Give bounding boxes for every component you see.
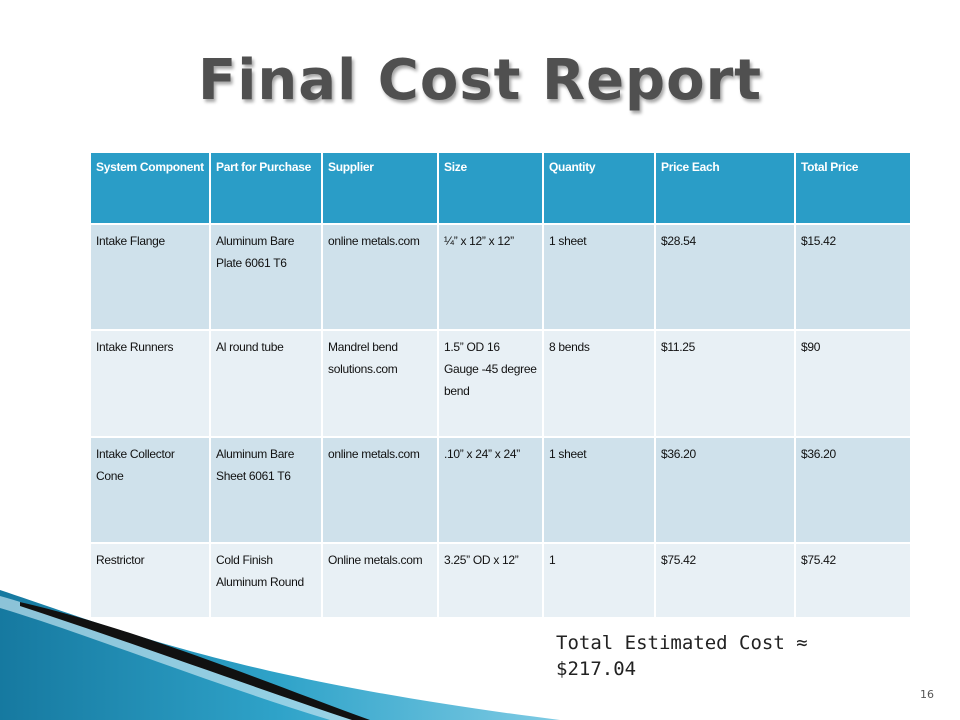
total-estimated-cost: Total Estimated Cost ≈ $217.04: [556, 630, 876, 682]
table-row: Restrictor Cold Finish Aluminum Round On…: [89, 541, 912, 620]
table-cell: $28.54: [654, 222, 796, 332]
table-cell: Intake Runners: [89, 329, 211, 438]
corner-swoosh-decoration: [0, 590, 560, 720]
header-supplier: Supplier: [321, 151, 439, 225]
header-system-component: System Component: [89, 151, 211, 225]
table-cell: $75.42: [794, 541, 912, 620]
page-number: 16: [920, 688, 934, 701]
header-price-each: Price Each: [654, 151, 796, 225]
table-cell: $36.20: [654, 435, 796, 544]
table-cell: 1 sheet: [542, 222, 656, 332]
header-total-price: Total Price: [794, 151, 912, 225]
table-cell: $36.20: [794, 435, 912, 544]
table-cell: $90: [794, 329, 912, 438]
table-row: Intake Collector Cone Aluminum Bare Shee…: [89, 435, 912, 544]
table-cell: Restrictor: [89, 541, 211, 620]
table-cell: Intake Collector Cone: [89, 435, 211, 544]
table-cell: online metals.com: [321, 222, 439, 332]
table-cell: Mandrel bend solutions.com: [321, 329, 439, 438]
table-cell: .10” x 24” x 24”: [437, 435, 544, 544]
table-cell: ¼” x 12” x 12”: [437, 222, 544, 332]
table-cell: 1: [542, 541, 656, 620]
table-cell: online metals.com: [321, 435, 439, 544]
cost-table: System Component Part for Purchase Suppl…: [89, 151, 912, 620]
table-cell: 1.5” OD 16 Gauge -45 degree bend: [437, 329, 544, 438]
total-cost-label: Total Estimated Cost ≈: [556, 632, 808, 654]
table-row: Intake Runners Al round tube Mandrel ben…: [89, 329, 912, 438]
table-cell: $15.42: [794, 222, 912, 332]
table-cell: Online metals.com: [321, 541, 439, 620]
total-cost-value: $217.04: [556, 658, 637, 680]
table-cell: 3.25” OD x 12”: [437, 541, 544, 620]
table-row: Intake Flange Aluminum Bare Plate 6061 T…: [89, 222, 912, 332]
header-quantity: Quantity: [542, 151, 656, 225]
header-size: Size: [437, 151, 544, 225]
table-cell: Al round tube: [209, 329, 323, 438]
table-cell: 8 bends: [542, 329, 656, 438]
slide-title: Final Cost Report: [197, 48, 762, 113]
table-cell: Aluminum Bare Plate 6061 T6: [209, 222, 323, 332]
table-header-row: System Component Part for Purchase Suppl…: [89, 151, 912, 225]
table-cell: 1 sheet: [542, 435, 656, 544]
table-cell: $75.42: [654, 541, 796, 620]
table-cell: Intake Flange: [89, 222, 211, 332]
table-cell: $11.25: [654, 329, 796, 438]
header-part-for-purchase: Part for Purchase: [209, 151, 323, 225]
table-cell: Aluminum Bare Sheet 6061 T6: [209, 435, 323, 544]
table-cell: Cold Finish Aluminum Round: [209, 541, 323, 620]
